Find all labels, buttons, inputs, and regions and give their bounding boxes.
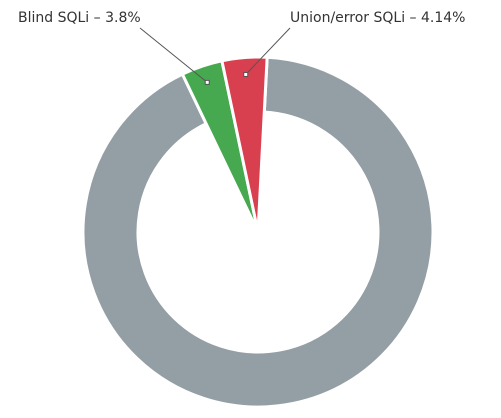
slice-label: Blind SQLi – 3.8%: [18, 10, 141, 26]
leader-dot: [243, 71, 249, 77]
slice: [220, 55, 269, 233]
slice-label: Union/error SQLi – 4.14%: [290, 10, 465, 26]
leader-line: [245, 27, 291, 75]
slice: [81, 55, 435, 409]
leader-line: [139, 27, 208, 83]
leader-dot: [204, 79, 210, 85]
